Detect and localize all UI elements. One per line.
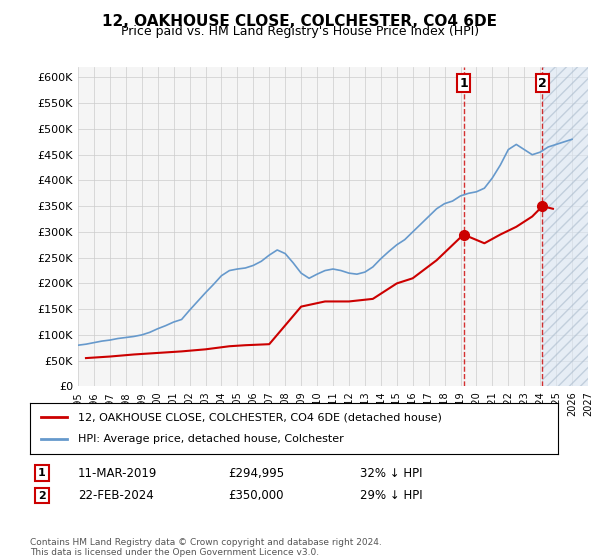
Text: 11-MAR-2019: 11-MAR-2019 (78, 466, 157, 480)
Text: 2: 2 (38, 491, 46, 501)
Text: £294,995: £294,995 (228, 466, 284, 480)
Text: 22-FEB-2024: 22-FEB-2024 (78, 489, 154, 502)
Text: 29% ↓ HPI: 29% ↓ HPI (360, 489, 422, 502)
Text: 2: 2 (538, 77, 547, 90)
Bar (542, 67, 588, 386)
Text: 1: 1 (459, 77, 468, 90)
Text: £350,000: £350,000 (228, 489, 284, 502)
Text: 12, OAKHOUSE CLOSE, COLCHESTER, CO4 6DE: 12, OAKHOUSE CLOSE, COLCHESTER, CO4 6DE (103, 14, 497, 29)
Text: Price paid vs. HM Land Registry's House Price Index (HPI): Price paid vs. HM Land Registry's House … (121, 25, 479, 38)
Text: 32% ↓ HPI: 32% ↓ HPI (360, 466, 422, 480)
Text: HPI: Average price, detached house, Colchester: HPI: Average price, detached house, Colc… (77, 435, 343, 445)
Text: 12, OAKHOUSE CLOSE, COLCHESTER, CO4 6DE (detached house): 12, OAKHOUSE CLOSE, COLCHESTER, CO4 6DE … (77, 412, 442, 422)
Text: Contains HM Land Registry data © Crown copyright and database right 2024.
This d: Contains HM Land Registry data © Crown c… (30, 538, 382, 557)
Text: 1: 1 (38, 468, 46, 478)
